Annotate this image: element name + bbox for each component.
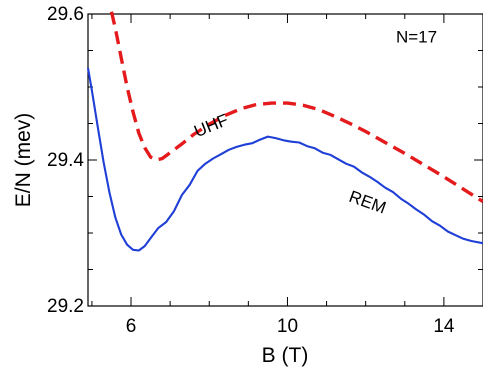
series-line-rem xyxy=(86,67,483,252)
x-axis-label: B (T) xyxy=(262,344,309,367)
plot-frame xyxy=(87,13,483,307)
annotation-n-17: N=17 xyxy=(396,27,437,46)
y-axis-label: E/N (mev) xyxy=(12,113,35,208)
y-tick-label: 29.6 xyxy=(47,4,84,25)
tick-labels: 6 10 14 29.2 29.4 29.6 xyxy=(47,4,455,337)
tick-marks xyxy=(88,13,483,307)
y-tick-label: 29.2 xyxy=(47,296,84,317)
y-tick-label: 29.4 xyxy=(47,150,84,171)
series-layer xyxy=(86,11,483,252)
annotation-rem: REM xyxy=(347,187,389,218)
series-line-uhf xyxy=(109,11,483,204)
annotations: N=17 UHF REM xyxy=(191,27,437,217)
x-tick-label: 10 xyxy=(277,316,298,337)
x-tick-label: 6 xyxy=(126,316,137,337)
annotation-uhf: UHF xyxy=(191,110,231,141)
x-tick-label: 14 xyxy=(433,316,455,337)
